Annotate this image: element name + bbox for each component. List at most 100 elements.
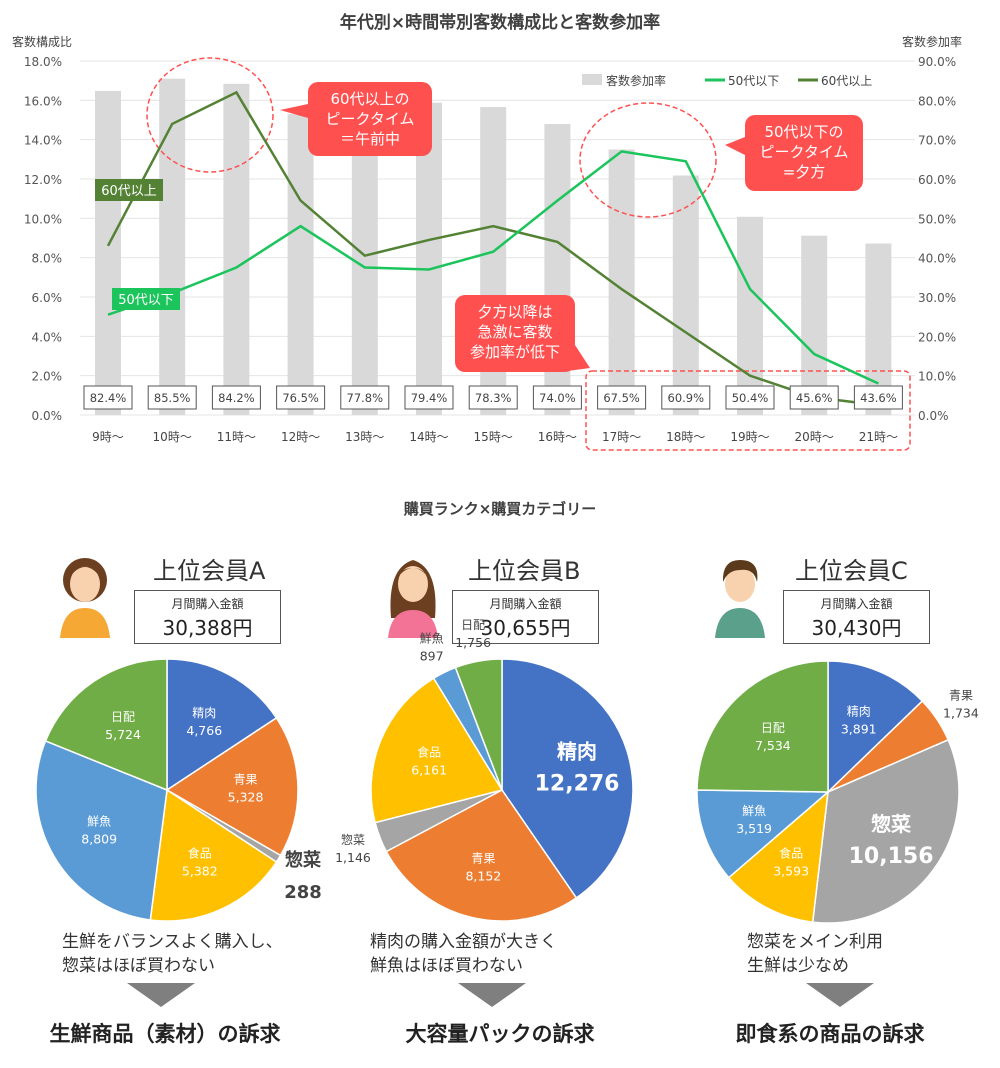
bar-11時～ (223, 83, 250, 415)
slice-category-label: 青果 (234, 773, 258, 787)
conclusion: 大容量パックの訴求 (405, 1022, 595, 1046)
value-label: 67.5% (603, 391, 640, 405)
pie-slice-食品 (727, 790, 829, 923)
amount-label: 月間購入金額 (489, 597, 562, 611)
value-label: 45.6% (796, 391, 833, 405)
value-box (147, 385, 197, 410)
x-tick-label: 19時～ (730, 430, 769, 444)
amount-value: 30,388円 (162, 616, 253, 640)
pie-slice-鮮魚 (35, 739, 168, 921)
x-tick-label: 13時～ (345, 430, 384, 444)
bar-18時～ (672, 175, 699, 415)
conclusion: 生鮮商品（素材）の訴求 (49, 1022, 281, 1046)
left-tick-label: 16.0% (24, 94, 62, 108)
slice-category-label: 精肉 (557, 740, 597, 764)
right-tick-label: 60.0% (918, 173, 956, 187)
value-box (276, 385, 326, 410)
slice-value-label: 1,756 (455, 635, 491, 650)
highlight-box (585, 370, 911, 451)
description-line: 惣菜をメイン利用 (747, 932, 883, 952)
pie-slice-食品 (149, 788, 278, 922)
value-label: 77.8% (347, 391, 384, 405)
series-label-box (95, 179, 163, 201)
amount-box: 月間購入金額 30,655円 (452, 590, 599, 644)
left-axis-title: 客数構成比 (12, 35, 73, 49)
value-box (597, 385, 647, 410)
description-line: 鮮魚はほぼ買わない (370, 956, 523, 976)
value-box (853, 385, 903, 410)
slice-value-label: 3,593 (773, 863, 809, 878)
value-box (340, 385, 390, 410)
left-tick-label: 8.0% (32, 252, 63, 266)
pie-slice-食品 (370, 677, 504, 824)
member-name: 上位会員B (468, 557, 581, 585)
chart-title: 年代別×時間帯別客数構成比と客数参加率 (339, 13, 661, 33)
slice-category-label: 鮮魚 (87, 815, 111, 829)
pie-slice-日配 (454, 658, 503, 791)
series-label: 60代以上 (101, 184, 157, 199)
right-tick-label: 70.0% (918, 134, 956, 148)
value-box (468, 385, 518, 410)
slice-category-label: 惣菜 (871, 812, 911, 836)
combo-chart: 0.0% 0.0% 2.0% 10.0% 4.0% 20.0% 6.0% 30.0% 8.0% 4… (24, 55, 956, 451)
x-tick-label: 16時～ (538, 430, 577, 444)
pie-slice-精肉 (827, 660, 924, 794)
slice-value-label: 8,809 (81, 832, 117, 847)
member-name: 上位会員C (795, 557, 908, 585)
slice-category-label: 青果 (471, 851, 495, 865)
bar-20時～ (801, 235, 828, 415)
right-tick-label: 50.0% (918, 212, 956, 226)
value-label: 82.4% (90, 391, 127, 405)
slice-value-label: 3,519 (736, 821, 772, 836)
value-label: 74.0% (539, 391, 576, 405)
slice-category-label: 食品 (188, 845, 212, 860)
callout-text: ピークタイム (325, 110, 414, 128)
left-tick-label: 4.0% (32, 330, 63, 344)
value-label: 76.5% (282, 391, 319, 405)
pie-slice-精肉 (501, 658, 634, 899)
pie-slice-鮮魚 (696, 789, 830, 879)
right-tick-label: 80.0% (918, 94, 956, 108)
callout-text: 60代以上の (330, 90, 409, 108)
value-box (725, 385, 775, 410)
x-tick-label: 15時～ (474, 430, 513, 444)
legend-label: 客数参加率 (606, 73, 666, 88)
x-tick-label: 18時～ (666, 430, 705, 444)
left-tick-label: 12.0% (24, 173, 62, 187)
pie-slice-日配 (696, 660, 829, 793)
description-line: 惣菜はほぼ買わない (62, 956, 215, 976)
left-tick-label: 18.0% (24, 55, 62, 69)
amount-value: 30,430円 (811, 616, 902, 640)
member-description: 惣菜をメイン利用 生鮮は少なめ (747, 930, 883, 978)
x-tick-label: 14時～ (409, 430, 448, 444)
callout-text: ＝午前中 (340, 130, 400, 148)
slice-category-label: 精肉 (847, 705, 871, 719)
value-box (532, 385, 582, 410)
value-label: 50.4% (732, 391, 769, 405)
callout-box (745, 115, 863, 191)
slice-category-label: 食品 (779, 845, 803, 860)
right-tick-label: 20.0% (918, 330, 956, 344)
callout-box (308, 82, 432, 156)
callout-tail (725, 137, 745, 155)
section-title: 購買ランク×購買カテゴリー (403, 500, 597, 518)
left-tick-label: 10.0% (24, 212, 62, 226)
legend-swatch (582, 74, 602, 85)
slice-category-label: 青果 (949, 688, 973, 702)
x-tick-label: 21時～ (859, 430, 898, 444)
pie-slice-日配 (44, 658, 168, 792)
avatar-icon (388, 560, 438, 638)
series-label-box (112, 288, 180, 310)
x-tick-label: 9時～ (92, 430, 124, 444)
slice-value-label: 4,766 (186, 723, 222, 738)
bar-12時～ (287, 114, 314, 416)
value-box (789, 385, 839, 410)
callout-tail (280, 104, 308, 118)
x-tick-label: 11時～ (217, 430, 256, 444)
slice-category-label: 日配 (761, 721, 785, 735)
value-label: 79.4% (411, 391, 448, 405)
slice-value-label: 288 (284, 882, 322, 903)
arrow-down-icon (127, 983, 195, 1007)
